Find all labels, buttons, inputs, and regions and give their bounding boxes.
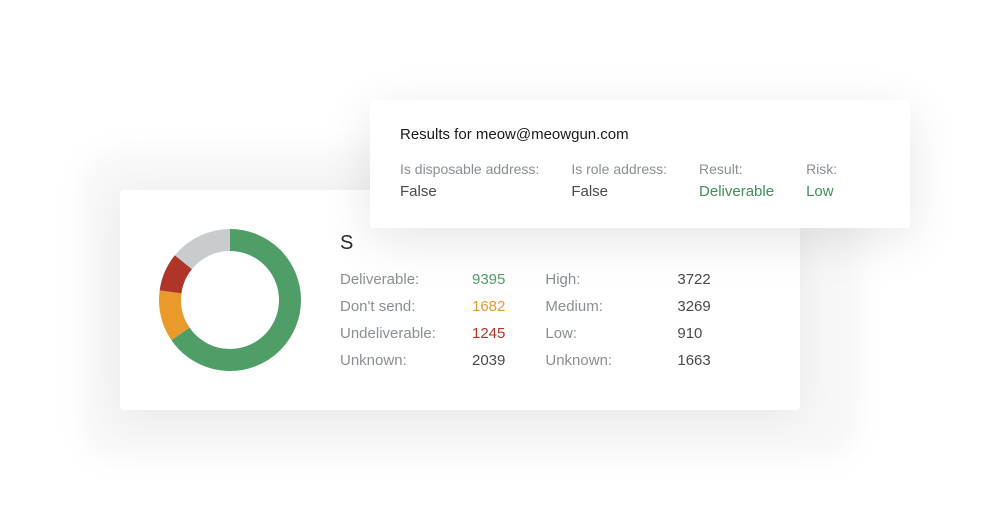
summary-rows: Deliverable: 9395 Don't send: 1682 Undeliver…: [340, 271, 770, 369]
summary-row: High: 3722: [545, 271, 710, 288]
summary-value: 1245: [472, 325, 505, 342]
summary-label: Low:: [545, 325, 665, 342]
result-title: Results for meow@meowgun.com: [400, 126, 880, 143]
summary-label: Medium:: [545, 298, 665, 315]
summary-label: Undeliverable:: [340, 325, 460, 342]
summary-label: Unknown:: [340, 352, 460, 369]
summary-col-left: Deliverable: 9395 Don't send: 1682 Undeliver…: [340, 271, 505, 369]
result-field-label: Is disposable address:: [400, 161, 539, 177]
result-field-value: False: [400, 183, 539, 200]
result-field-value: Deliverable: [699, 183, 774, 200]
summary-value: 2039: [472, 352, 505, 369]
result-fields: Is disposable address:FalseIs role addre…: [400, 161, 880, 200]
summary-row: Low: 910: [545, 325, 710, 342]
summary-value: 910: [677, 325, 702, 342]
summary-value: 9395: [472, 271, 505, 288]
summary-row: Unknown: 1663: [545, 352, 710, 369]
result-field: Risk: Low: [806, 161, 837, 200]
donut-chart: [150, 220, 310, 380]
summary-value: 1682: [472, 298, 505, 315]
result-field-value: Low: [806, 183, 837, 200]
summary-label: Don't send:: [340, 298, 460, 315]
summary-value: 3722: [677, 271, 710, 288]
result-field: Is role address: False: [571, 161, 667, 200]
summary-col-right: High: 3722 Medium: 3269 Low: 910 Unknown: 1663: [545, 271, 710, 369]
result-field: Is disposable address: False: [400, 161, 539, 200]
result-field-value: False: [571, 183, 667, 200]
summary-value: 3269: [677, 298, 710, 315]
summary-row: Don't send: 1682: [340, 298, 505, 315]
summary-value: 1663: [677, 352, 710, 369]
summary-row: Medium: 3269: [545, 298, 710, 315]
summary-body: S Deliverable: 9395 Don't send: 1682 Undeliv…: [340, 232, 770, 369]
summary-heading: S: [340, 232, 770, 255]
summary-row: Undeliverable: 1245: [340, 325, 505, 342]
summary-row: Unknown: 2039: [340, 352, 505, 369]
result-field: Result: Deliverable: [699, 161, 774, 200]
result-field-label: Risk:: [806, 161, 837, 177]
result-field-label: Is role address:: [571, 161, 667, 177]
summary-label: High:: [545, 271, 665, 288]
result-field-label: Result:: [699, 161, 774, 177]
result-card: Results for meow@meowgun.com Is disposab…: [370, 100, 910, 228]
summary-row: Deliverable: 9395: [340, 271, 505, 288]
summary-label: Deliverable:: [340, 271, 460, 288]
summary-label: Unknown:: [545, 352, 665, 369]
donut-svg: [150, 220, 310, 380]
